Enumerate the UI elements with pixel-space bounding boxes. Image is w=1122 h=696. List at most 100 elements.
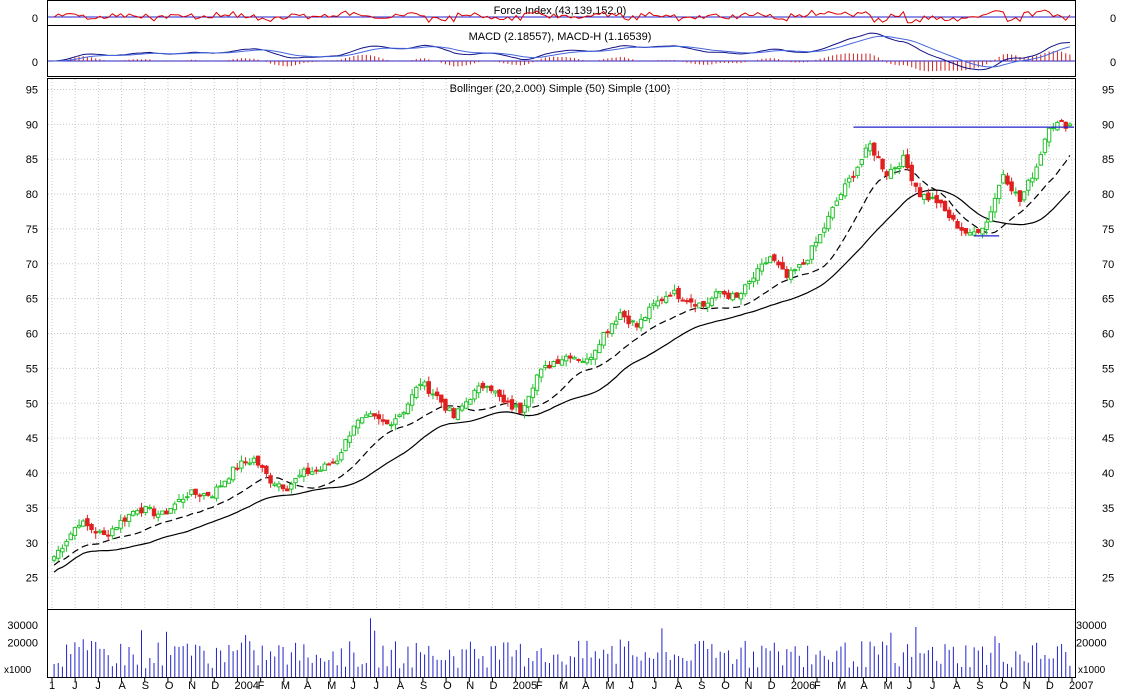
candle-down (89, 524, 94, 531)
candle-down (801, 262, 806, 265)
x-tick-label: A (953, 680, 961, 691)
candle-up (855, 166, 860, 176)
candle-up (310, 471, 315, 475)
candle-up (601, 332, 606, 346)
candle-down (688, 298, 694, 303)
price-tick-label: 45 (26, 433, 38, 445)
candle-up (222, 480, 227, 488)
candle-up (364, 414, 369, 418)
candle-up (351, 425, 357, 436)
volume-multiplier-left: x1000 (4, 665, 32, 676)
candle-up (176, 498, 182, 502)
candle-up (830, 206, 835, 219)
candle-down (776, 261, 781, 266)
candle-up (189, 489, 194, 495)
candle-up (630, 320, 635, 323)
candle-up (834, 200, 839, 206)
candle-down (676, 287, 681, 300)
candle-down (693, 304, 698, 307)
candle-down (872, 142, 877, 156)
force-index-layer (48, 9, 1075, 24)
candle-up (397, 414, 402, 418)
x-tick-label: J (629, 680, 635, 691)
x-tick-label: M (884, 680, 893, 691)
price-tick-label: 85 (1102, 154, 1114, 166)
candle-down (106, 534, 111, 537)
candle-up (718, 290, 723, 294)
candle-up (1013, 191, 1018, 194)
price-tick-label: 35 (26, 503, 38, 515)
candle-up (971, 231, 977, 236)
candle-up (672, 289, 677, 295)
candle-up (60, 547, 65, 553)
candle-down (926, 192, 931, 201)
candle-up (655, 300, 660, 307)
candle-down (93, 531, 98, 534)
candle-up (755, 268, 760, 281)
candle-down (509, 399, 515, 410)
candle-down (851, 175, 856, 178)
x-tick-label: 2007 (1069, 680, 1093, 691)
candle-up (334, 460, 340, 465)
x-tick-label: J (930, 680, 936, 691)
x-tick-label: M (327, 680, 336, 691)
candle-up (1038, 154, 1043, 166)
candle-down (634, 323, 640, 328)
candle-down (780, 262, 785, 270)
candle-up (647, 306, 652, 320)
candle-up (172, 503, 178, 511)
x-tick-label: S (420, 680, 427, 691)
x-tick-label: A (582, 680, 590, 691)
volume-tick-label: 30000 (7, 620, 38, 632)
candle-up (76, 524, 82, 528)
candle-down (426, 381, 431, 394)
candle-up (730, 293, 735, 301)
candle-down (668, 294, 673, 297)
candle-up (1026, 179, 1031, 191)
candle-up (888, 168, 894, 179)
force-index-label: Force Index (43,139,152.0) (494, 5, 627, 17)
force-index-zero-left: 0 (32, 13, 38, 25)
volume-multiplier-right: x1000 (1078, 665, 1106, 676)
candle-up (609, 323, 615, 335)
candle-up (422, 381, 427, 387)
candle-down (905, 154, 910, 169)
candle-up (51, 556, 57, 561)
candle-up (563, 355, 569, 362)
candle-down (326, 463, 332, 466)
price-layer (51, 118, 1075, 573)
candle-down (443, 398, 448, 411)
candle-up (867, 143, 873, 152)
x-tick-label: 2006 (791, 680, 815, 691)
candle-up (155, 513, 161, 518)
x-tick-label: J (95, 680, 101, 691)
candle-down (330, 461, 336, 464)
price-tick-label: 30 (26, 538, 38, 550)
candle-down (680, 299, 685, 302)
candle-up (318, 469, 323, 472)
candle-up (185, 496, 190, 499)
candle-up (643, 316, 648, 321)
candle-up (180, 498, 186, 503)
candle-up (389, 424, 394, 427)
candle-down (909, 164, 914, 182)
candle-down (959, 227, 964, 231)
price-tick-label: 60 (1102, 329, 1114, 341)
candle-up (822, 227, 827, 233)
candle-up (1021, 191, 1027, 201)
candle-up (1042, 138, 1048, 153)
candle-up (538, 368, 544, 378)
candle-up (484, 385, 490, 388)
candle-up (1030, 177, 1035, 183)
price-tick-label: 60 (26, 329, 38, 341)
price-tick-label: 25 (26, 573, 38, 585)
candle-down (376, 414, 382, 420)
x-tick-label: M (837, 680, 846, 691)
candle-down (963, 228, 969, 234)
candle-up (996, 184, 1002, 200)
price-tick-label: 40 (26, 468, 38, 480)
candle-up (763, 262, 769, 265)
macd-zero-left: 0 (32, 57, 38, 69)
candle-down (434, 391, 440, 397)
x-tick-label: F (814, 680, 821, 691)
